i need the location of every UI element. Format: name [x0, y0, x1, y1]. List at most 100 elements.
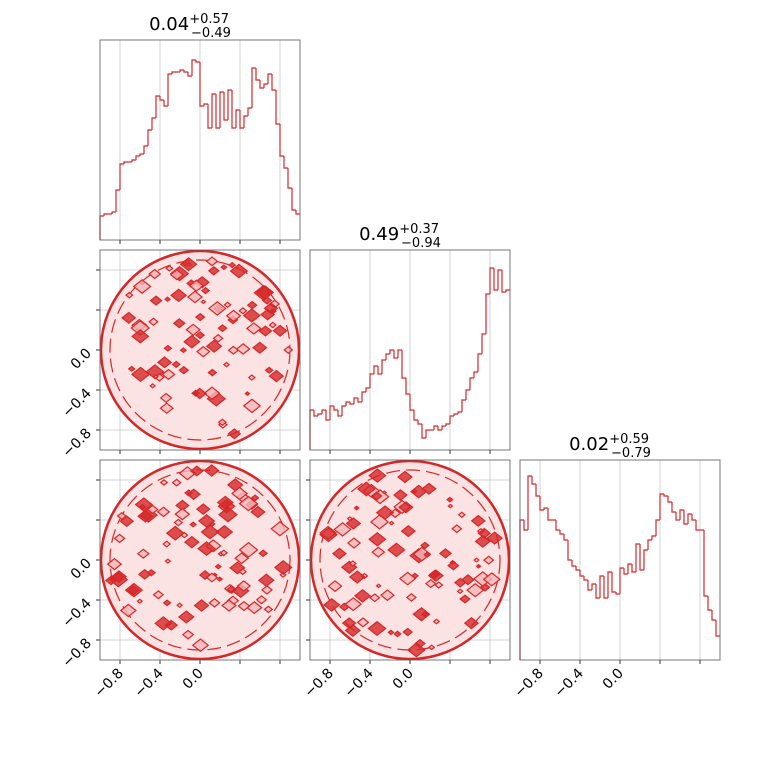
histogram-step [211, 93, 216, 128]
histogram-step [659, 493, 664, 520]
histogram-step [283, 156, 288, 169]
contour-blob [195, 331, 206, 340]
contour-blob [258, 325, 273, 337]
histogram-step [381, 359, 386, 374]
contour-group [100, 460, 300, 660]
panel-title: 0.02+0.59 −0.79 [569, 432, 651, 461]
histogram-step [255, 68, 260, 81]
histogram-step [259, 80, 264, 89]
contour-blob [163, 344, 173, 352]
histogram-step [579, 570, 584, 577]
panel-border [309, 249, 511, 451]
contour-blob [451, 524, 463, 534]
histogram-step [287, 168, 292, 189]
contour-blob [466, 582, 485, 598]
contour-blob [389, 508, 402, 519]
contour-blob [197, 514, 216, 528]
histogram-step [191, 59, 196, 76]
contour-blob [221, 599, 237, 612]
contour-blob [229, 263, 249, 279]
contour-blob [242, 308, 261, 323]
y-tick-label: −0.8 [59, 426, 94, 461]
panel-border [519, 459, 721, 661]
contour-blob [345, 517, 362, 530]
contour-group [310, 460, 510, 660]
histogram-step [345, 401, 350, 406]
histogram-step [103, 213, 108, 216]
histogram-step [527, 475, 532, 530]
histogram-step [543, 507, 548, 510]
histogram-step [441, 425, 446, 430]
histogram-step [695, 520, 700, 531]
contour-blob [459, 594, 471, 604]
contour-blob [447, 560, 460, 571]
contour-blob [208, 301, 227, 316]
histogram-step [405, 378, 410, 395]
x-tick-label: −0.8 [301, 666, 336, 701]
contour-blob [344, 597, 363, 612]
contour-blob [136, 598, 144, 604]
histogram-step [235, 109, 240, 128]
histogram-step [271, 74, 276, 91]
title-value: 0.49 [359, 224, 399, 245]
contour-blob [273, 560, 293, 575]
contour-blob [242, 398, 262, 414]
panel: −0.8−0.4 0.0 [301, 459, 511, 701]
contour-blob [203, 386, 221, 401]
histogram-step [159, 96, 164, 101]
contour-blob [171, 478, 182, 487]
contour-blob [137, 509, 154, 523]
y-tick-label: 0.0 [68, 346, 95, 373]
contour-blob [453, 577, 467, 588]
contour-blob [159, 402, 174, 415]
histogram-step [531, 476, 536, 485]
histogram-step [603, 576, 608, 599]
y-tick-label: −0.4 [59, 595, 94, 630]
contour-blob [226, 585, 238, 594]
contour-blob [192, 387, 208, 400]
histogram-step [687, 513, 692, 524]
histogram-step [599, 575, 604, 598]
contour-blob [174, 507, 191, 521]
contour-blob [113, 533, 126, 544]
contour-blob [272, 324, 288, 337]
contour-blob [402, 627, 414, 637]
contour-blob [148, 268, 162, 280]
contour-blob [244, 391, 251, 396]
histogram-step [663, 494, 668, 497]
histogram-step [111, 211, 116, 214]
histogram-step [413, 410, 418, 421]
histogram-step [179, 69, 184, 72]
contour-blob [205, 572, 219, 583]
histogram-step [707, 596, 712, 611]
histogram-step [251, 67, 256, 108]
histogram-step [163, 100, 168, 107]
histogram-step [505, 289, 510, 292]
histogram-step [171, 71, 176, 74]
contour-blob [136, 548, 150, 559]
histogram-step [385, 353, 390, 360]
contour-blob [152, 374, 159, 380]
histogram-step [131, 159, 136, 162]
contour-blob [156, 506, 171, 518]
contour-blob [424, 579, 437, 589]
histogram-step [535, 484, 540, 497]
contour-blob [106, 557, 123, 571]
contour-blob [387, 629, 395, 636]
histogram-step [679, 509, 684, 520]
panel-border [99, 249, 301, 451]
histogram-step [433, 425, 438, 430]
contour-blob [238, 307, 248, 315]
contour-blob [263, 605, 274, 614]
contour-blob [231, 486, 249, 501]
contour-blob [132, 278, 152, 294]
contour-blob [164, 296, 172, 302]
contour-blob [255, 595, 268, 605]
panel: −0.8 −0.4 0.0−0.8−0.40.0 [59, 459, 301, 701]
contour-blob [268, 369, 285, 383]
contour-blob [236, 580, 252, 592]
histogram-step [317, 413, 322, 416]
contour-blob [127, 365, 136, 373]
contour-blob [191, 638, 210, 653]
